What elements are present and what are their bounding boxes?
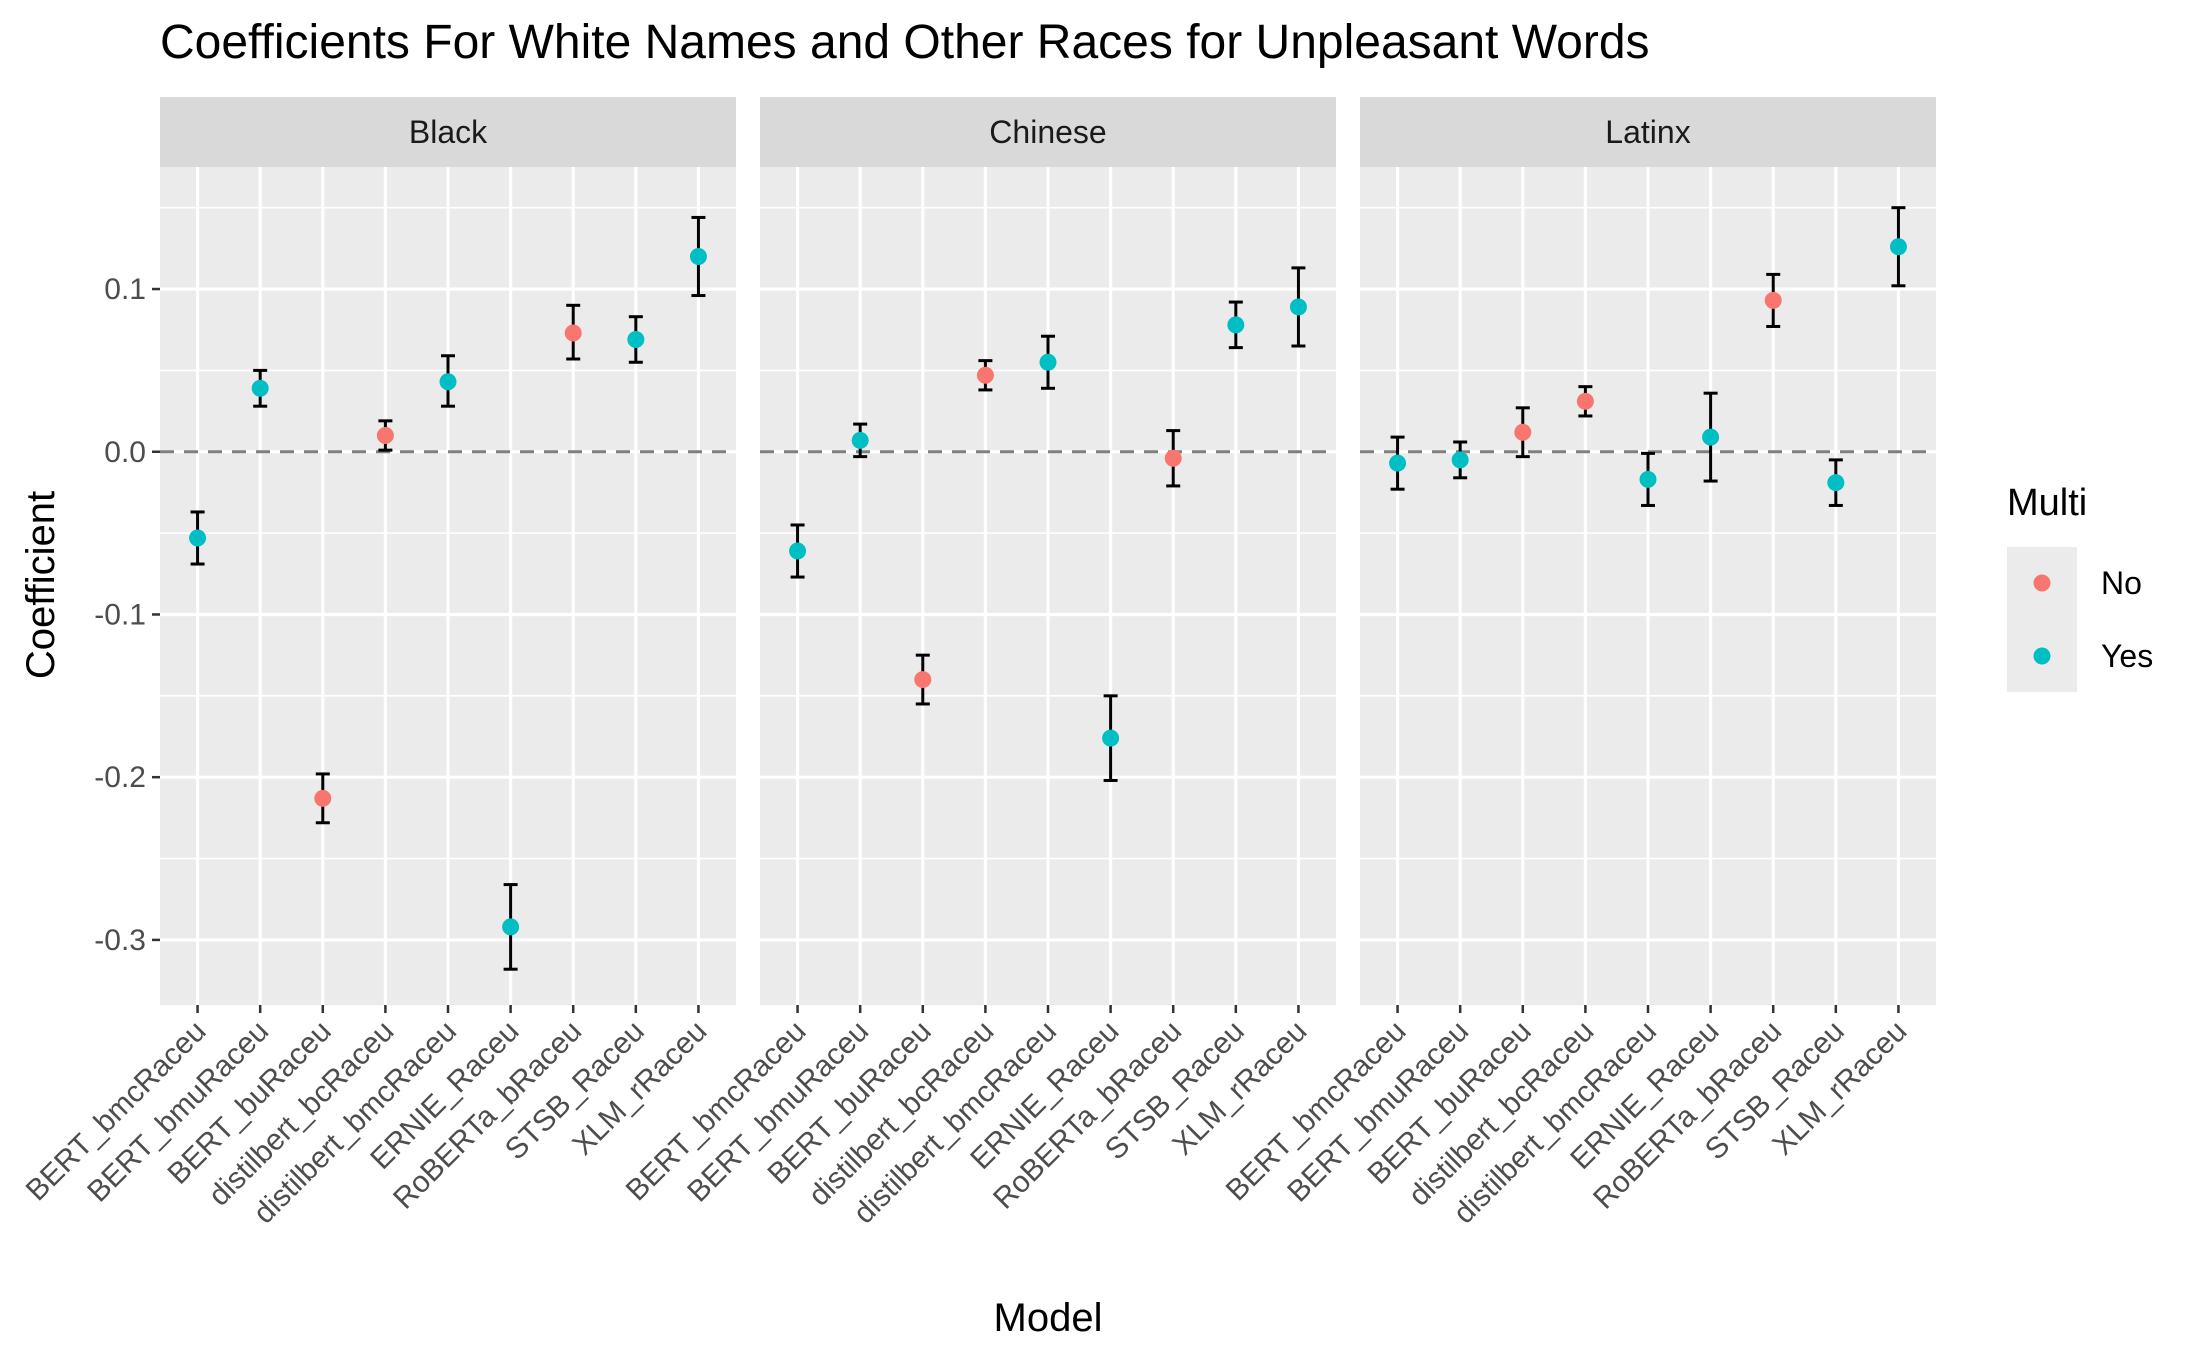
data-point: [1702, 428, 1720, 446]
panel-chinese: Chinese: [760, 97, 1336, 1005]
y-tick-label: -0.2: [94, 761, 146, 794]
data-point: [1389, 454, 1407, 472]
data-point: [1102, 729, 1120, 747]
data-point: [1451, 451, 1469, 469]
data-point: [1227, 316, 1245, 334]
facet-strip-label: Latinx: [1605, 114, 1690, 150]
facet-strip: [160, 97, 736, 167]
facet-strip: [1360, 97, 1936, 167]
facet-strip-label: Chinese: [989, 114, 1106, 150]
facet-strip: [760, 97, 1336, 167]
data-point: [689, 247, 707, 265]
data-point: [564, 324, 582, 342]
data-point: [851, 431, 869, 449]
data-point: [189, 529, 207, 547]
facet-panels: Black Chinese Latinx: [160, 97, 1936, 1005]
panel-latinx: Latinx: [1360, 97, 1936, 1005]
y-axis: 0.1 0.0 -0.1 -0.2 -0.3: [94, 273, 160, 957]
data-point: [1764, 291, 1782, 309]
data-point: [1164, 449, 1182, 467]
data-point: [1576, 392, 1594, 410]
legend-title: Multi: [2007, 482, 2087, 524]
legend: Multi No Yes: [2007, 482, 2153, 692]
data-point: [314, 789, 332, 807]
data-point: [502, 918, 520, 936]
legend-key-no: [2033, 574, 2051, 592]
data-point: [251, 379, 269, 397]
y-tick-label: -0.3: [94, 924, 146, 957]
data-point: [439, 373, 457, 391]
data-point: [1514, 423, 1532, 441]
x-axis-title: Model: [994, 1296, 1103, 1340]
data-point: [789, 542, 807, 560]
legend-label-no: No: [2101, 565, 2142, 601]
data-point: [376, 426, 394, 444]
data-point: [627, 330, 645, 348]
chart-title: Coefficients For White Names and Other R…: [160, 16, 1650, 69]
facet-strip-label: Black: [409, 114, 488, 150]
y-tick-label: 0.0: [104, 436, 146, 469]
panel-black: Black: [160, 97, 736, 1005]
y-tick-label: -0.1: [94, 598, 146, 631]
x-axis: BERT_bmcRaceuBERT_bmuRaceuBERT_buRaceudi…: [20, 1005, 1913, 1230]
y-tick-label: 0.1: [104, 273, 146, 306]
data-point: [1889, 238, 1907, 256]
legend-label-yes: Yes: [2101, 638, 2153, 674]
data-point: [1827, 474, 1845, 492]
y-axis-title: Coefficient: [19, 491, 63, 679]
data-point: [976, 366, 994, 384]
data-point: [1039, 353, 1057, 371]
data-point: [1639, 470, 1657, 488]
data-point: [914, 671, 932, 689]
legend-key-yes: [2033, 647, 2051, 665]
data-point: [1289, 298, 1307, 316]
legend-key-background: [2007, 547, 2077, 692]
